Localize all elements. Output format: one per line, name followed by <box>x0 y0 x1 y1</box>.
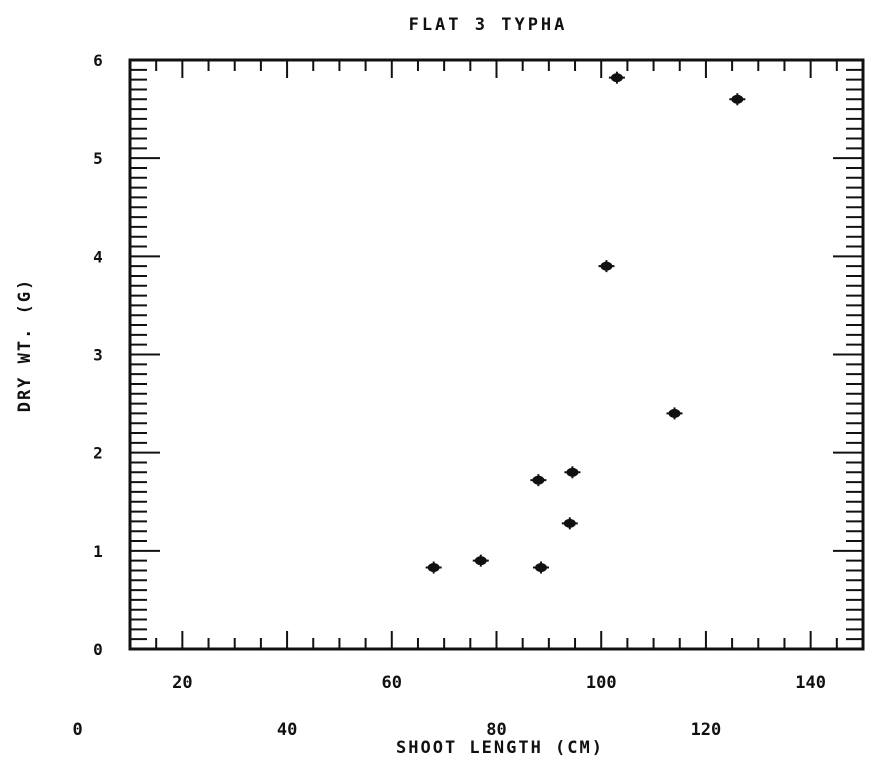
data-point <box>533 561 550 574</box>
data-point <box>561 517 578 530</box>
y-tick-label: 1 <box>93 542 103 561</box>
x-tick-label: 40 <box>277 720 297 740</box>
chart-title: FLAT 3 TYPHA <box>409 15 568 35</box>
y-tick-label: 5 <box>93 149 103 168</box>
y-tick-labels: 0 1 2 3 4 5 6 <box>93 51 103 659</box>
data-point <box>608 71 625 84</box>
data-point <box>472 554 489 567</box>
y-tick-label: 6 <box>93 51 103 70</box>
data-point <box>729 93 746 106</box>
data-point <box>530 474 547 487</box>
x-tick-label: 60 <box>382 673 402 693</box>
x-axis-label: SHOOT LENGTH (CM) <box>396 738 604 758</box>
y-tick-label: 0 <box>93 640 103 659</box>
x-tick-label: 120 <box>691 720 722 740</box>
x-tick-label: 100 <box>586 673 617 693</box>
x-tick-label: 0 <box>73 720 83 740</box>
x-tick-label: 20 <box>172 673 192 693</box>
y-axis-label: DRY WT. (G) <box>15 278 35 413</box>
y-tick-label: 3 <box>93 346 103 365</box>
x-tick-label: 80 <box>486 720 506 740</box>
data-points <box>425 71 746 574</box>
axis-ticks <box>130 60 863 649</box>
data-point <box>598 260 615 273</box>
plot-frame <box>128 58 865 651</box>
data-point <box>425 561 442 574</box>
x-tick-labels: 20 60 100 140 0 40 80 120 <box>73 673 826 740</box>
y-tick-label: 2 <box>93 444 103 463</box>
x-tick-label: 140 <box>795 673 826 693</box>
data-point <box>564 466 581 479</box>
data-point <box>666 407 683 420</box>
y-tick-label: 4 <box>93 247 103 266</box>
